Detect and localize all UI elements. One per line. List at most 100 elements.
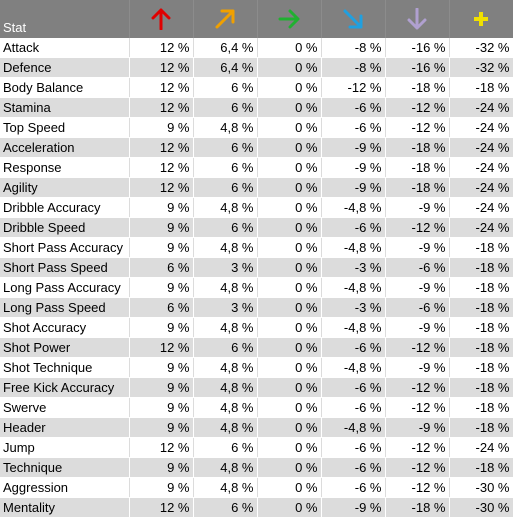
stat-value: 6 % <box>193 137 258 158</box>
table-row: Long Pass Speed 6 % 3 % 0 % -3 % -6 % -18 % <box>0 297 513 318</box>
table-row: Shot Accuracy 9 % 4,8 % 0 % -4,8 % -9 % -18 % <box>0 317 513 338</box>
table-row: Mentality 12 % 6 % 0 % -9 % -18 % -30 % <box>0 497 513 518</box>
table-row: Acceleration 12 % 6 % 0 % -9 % -18 % -24 % <box>0 137 513 158</box>
stat-value: -6 % <box>321 477 386 498</box>
stat-value: -12 % <box>385 337 450 358</box>
stat-name: Mentality <box>0 497 130 518</box>
stat-value: -6 % <box>385 257 450 278</box>
plus-icon <box>474 12 488 26</box>
stat-value: -18 % <box>449 377 513 398</box>
stat-value: -18 % <box>449 397 513 418</box>
column-header-down-right <box>321 0 386 38</box>
stat-value: -18 % <box>385 177 450 198</box>
column-header-right <box>257 0 322 38</box>
stat-value: -4,8 % <box>321 237 386 258</box>
stat-name: Long Pass Speed <box>0 297 130 318</box>
stat-value: -12 % <box>385 117 450 138</box>
stat-name: Shot Technique <box>0 357 130 378</box>
stat-value: 6,4 % <box>193 38 258 58</box>
stat-value: 0 % <box>257 38 322 58</box>
stat-value: 9 % <box>129 417 194 438</box>
stat-value: 9 % <box>129 457 194 478</box>
stat-value: -18 % <box>385 137 450 158</box>
stat-value: -9 % <box>321 157 386 178</box>
stat-value: 0 % <box>257 337 322 358</box>
stat-value: -6 % <box>321 217 386 238</box>
stat-value: 6 % <box>193 97 258 118</box>
stat-value: -30 % <box>449 497 513 518</box>
stat-value: -6 % <box>321 397 386 418</box>
stat-value: 4,8 % <box>193 277 258 298</box>
table-row: Dribble Accuracy 9 % 4,8 % 0 % -4,8 % -9 % -24… <box>0 197 513 218</box>
stat-value: -32 % <box>449 57 513 78</box>
stat-value: -24 % <box>449 217 513 238</box>
stat-name: Defence <box>0 57 130 78</box>
table-row: Shot Power 12 % 6 % 0 % -6 % -12 % -18 % <box>0 337 513 358</box>
stat-value: -4,8 % <box>321 277 386 298</box>
column-header-down <box>385 0 450 38</box>
stat-value: -18 % <box>449 237 513 258</box>
table-row: Short Pass Accuracy 9 % 4,8 % 0 % -4,8 % -9 %… <box>0 237 513 258</box>
stat-value: 0 % <box>257 417 322 438</box>
stat-value: -18 % <box>385 77 450 98</box>
stat-value: -9 % <box>321 497 386 518</box>
table-row: Defence 12 % 6,4 % 0 % -8 % -16 % -32 % <box>0 57 513 78</box>
table-row: Shot Technique 9 % 4,8 % 0 % -4,8 % -9 % -18 % <box>0 357 513 378</box>
stat-value: 6 % <box>193 157 258 178</box>
table-row: Stamina 12 % 6 % 0 % -6 % -12 % -24 % <box>0 97 513 118</box>
stat-name: Header <box>0 417 130 438</box>
stat-value: -9 % <box>385 357 450 378</box>
table-row: Dribble Speed 9 % 6 % 0 % -6 % -12 % -24 % <box>0 217 513 238</box>
stat-value: -6 % <box>321 457 386 478</box>
arrow-down-icon <box>407 8 427 30</box>
stat-value: 4,8 % <box>193 417 258 438</box>
stat-name: Shot Accuracy <box>0 317 130 338</box>
stat-value: 9 % <box>129 377 194 398</box>
column-header-up <box>129 0 194 38</box>
stat-value: -6 % <box>321 437 386 458</box>
stat-value: -4,8 % <box>321 197 386 218</box>
stat-value: 9 % <box>129 477 194 498</box>
table-row: Header 9 % 4,8 % 0 % -4,8 % -9 % -18 % <box>0 417 513 438</box>
stat-name: Swerve <box>0 397 130 418</box>
stat-value: 0 % <box>257 77 322 98</box>
stat-value: 9 % <box>129 117 194 138</box>
stat-value: -9 % <box>385 417 450 438</box>
stat-value: -12 % <box>385 437 450 458</box>
table-row: Short Pass Speed 6 % 3 % 0 % -3 % -6 % -18 % <box>0 257 513 278</box>
stat-value: 0 % <box>257 117 322 138</box>
stat-value: -18 % <box>449 297 513 318</box>
stat-value: 0 % <box>257 357 322 378</box>
stat-value: -12 % <box>385 97 450 118</box>
stat-name: Stamina <box>0 97 130 118</box>
stat-value: 4,8 % <box>193 117 258 138</box>
stat-value: 6 % <box>129 297 194 318</box>
stat-value: -3 % <box>321 297 386 318</box>
stat-value: 6 % <box>193 337 258 358</box>
stat-value: 12 % <box>129 437 194 458</box>
stat-value: -18 % <box>449 277 513 298</box>
stat-value: -18 % <box>385 157 450 178</box>
stat-value: 12 % <box>129 77 194 98</box>
stat-name: Short Pass Accuracy <box>0 237 130 258</box>
stat-name: Technique <box>0 457 130 478</box>
stat-name: Body Balance <box>0 77 130 98</box>
stat-value: -24 % <box>449 437 513 458</box>
stat-value: 12 % <box>129 177 194 198</box>
stat-name: Top Speed <box>0 117 130 138</box>
stat-value: 0 % <box>257 257 322 278</box>
table-row: Body Balance 12 % 6 % 0 % -12 % -18 % -18 % <box>0 77 513 98</box>
stat-name: Agility <box>0 177 130 198</box>
stat-value: -18 % <box>449 317 513 338</box>
stat-value: 0 % <box>257 57 322 78</box>
stat-value: -4,8 % <box>321 357 386 378</box>
stat-value: -18 % <box>449 337 513 358</box>
column-header-plus <box>449 0 513 38</box>
stat-value: 9 % <box>129 277 194 298</box>
stat-value: 0 % <box>257 297 322 318</box>
column-header-up-right <box>193 0 258 38</box>
stat-value: -18 % <box>449 257 513 278</box>
stat-value: -3 % <box>321 257 386 278</box>
arrow-down-right-icon <box>343 9 363 29</box>
